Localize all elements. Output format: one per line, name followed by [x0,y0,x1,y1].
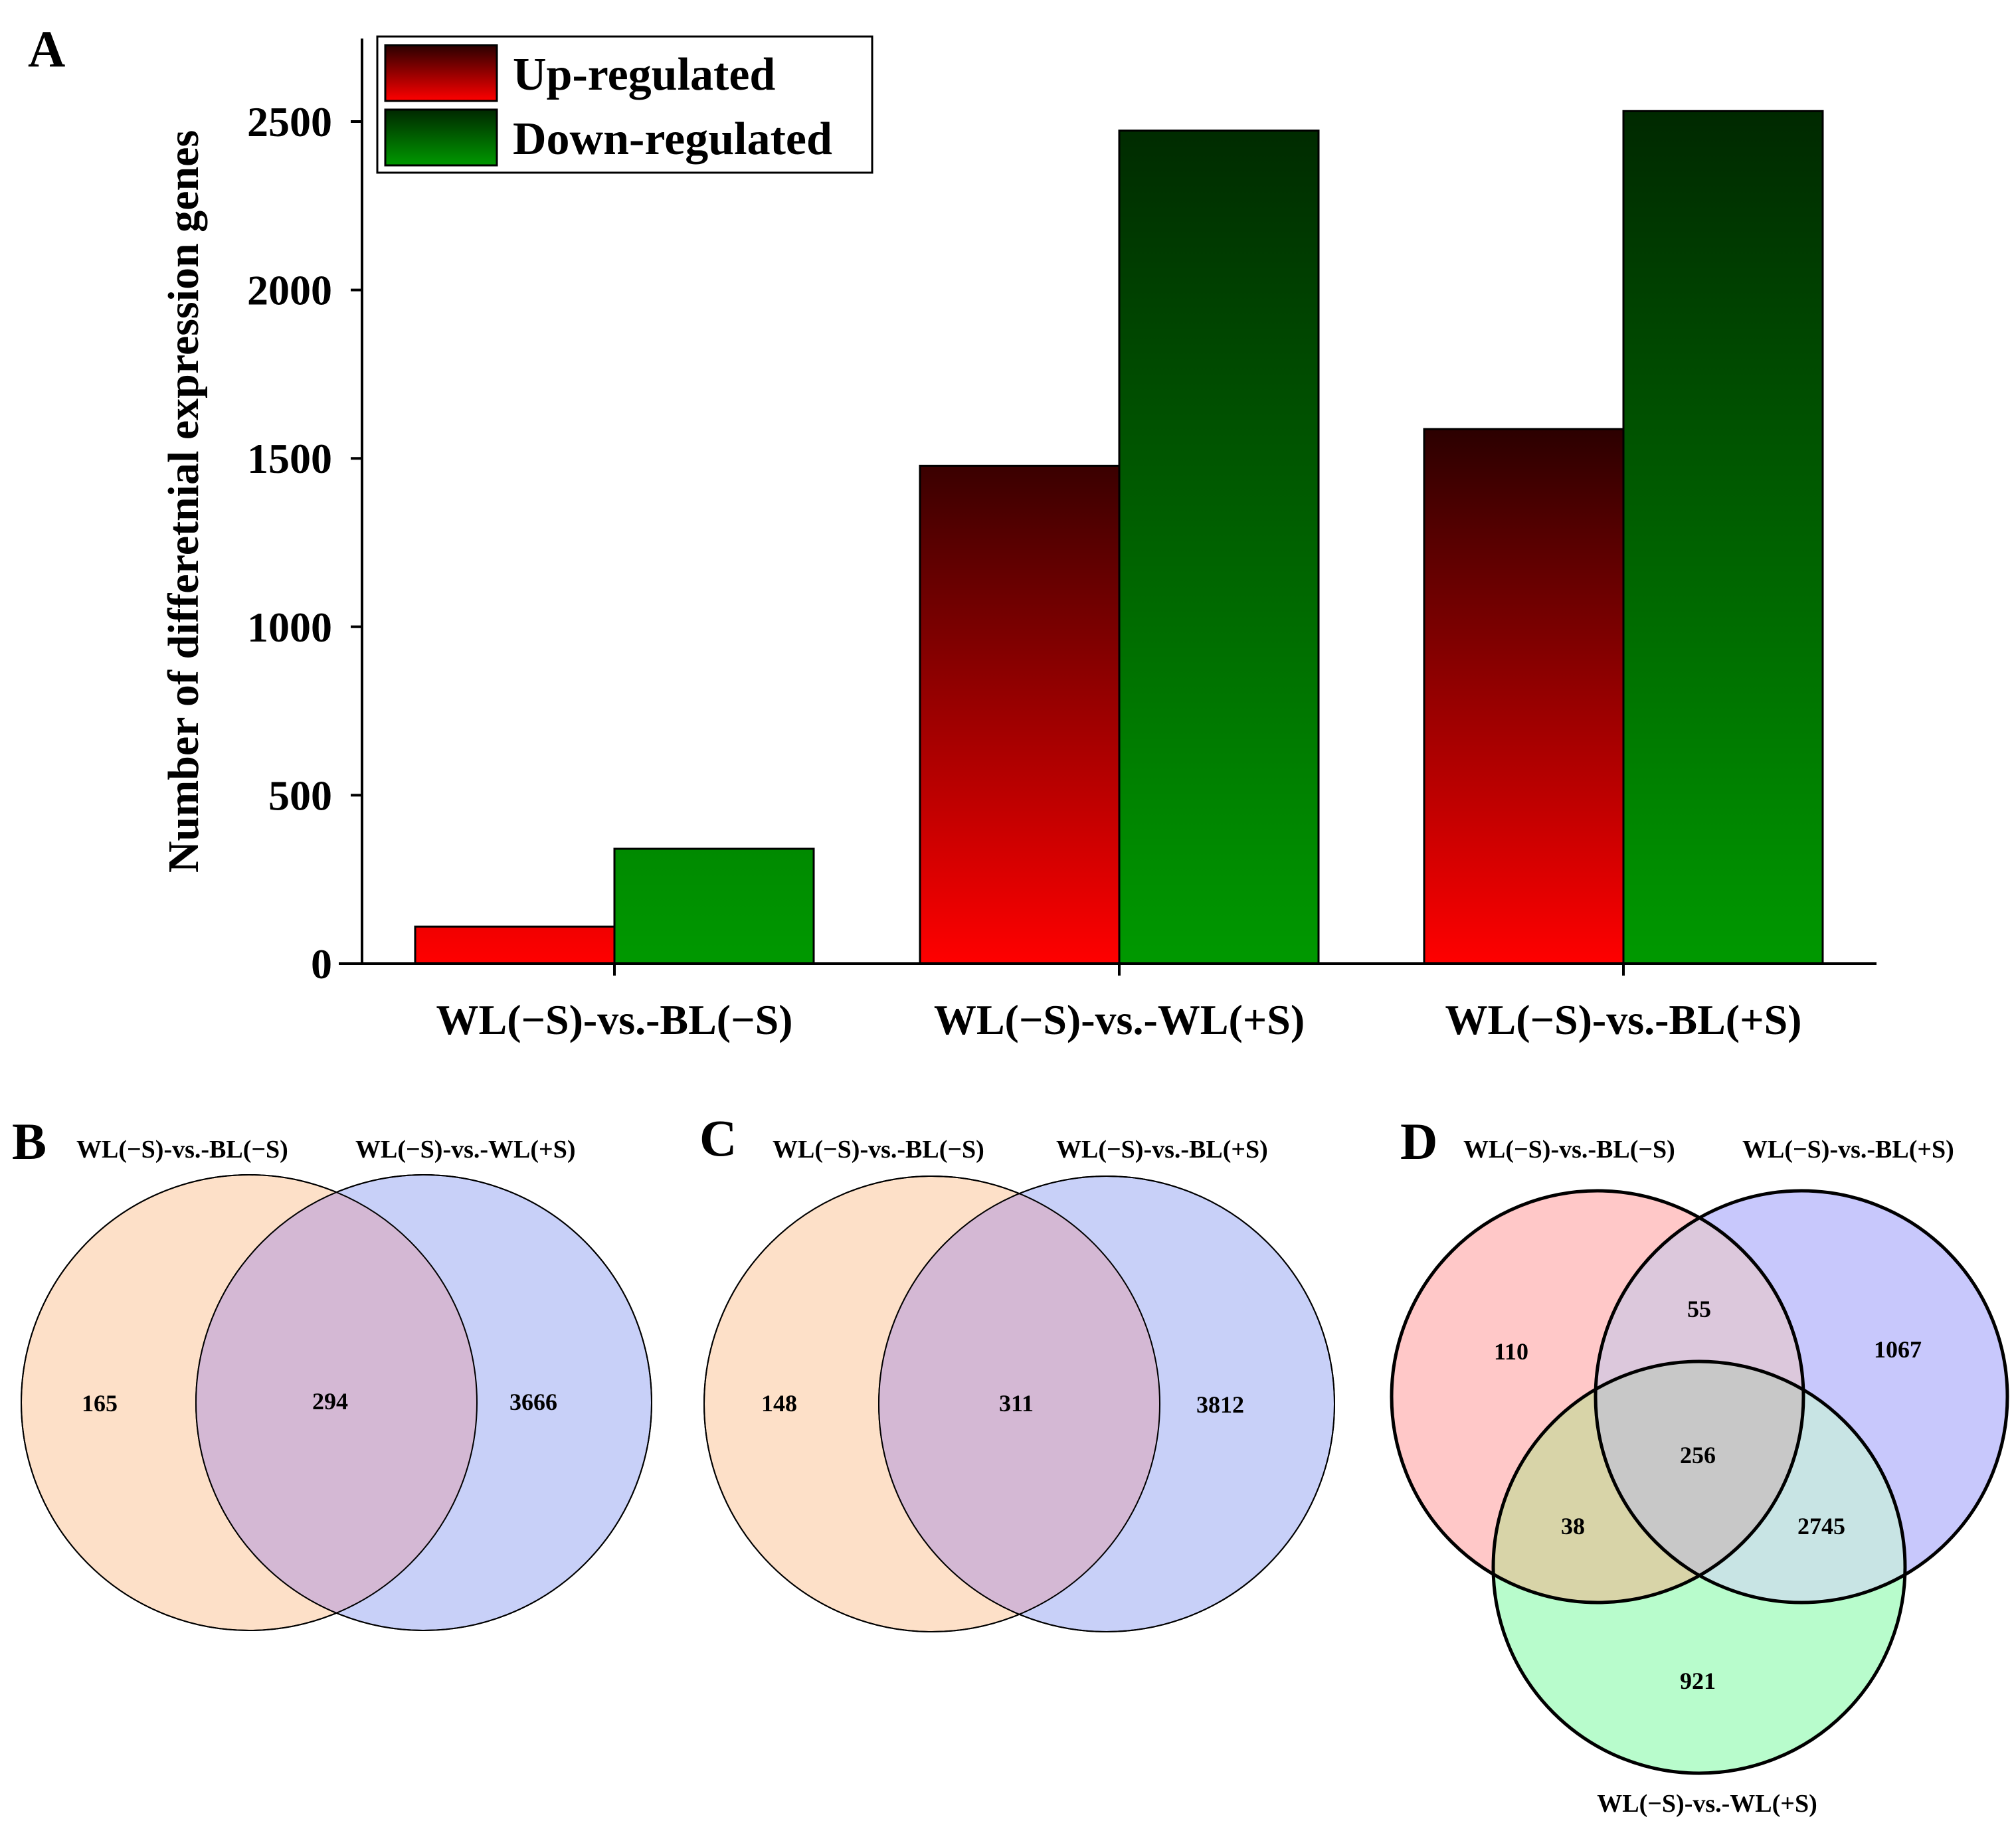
venn-d-count-c: 921 [1680,1668,1716,1694]
venn-d-count-ac: 38 [1561,1513,1585,1539]
venn-d-count-a: 110 [1494,1338,1528,1365]
venn-c-overlap [879,1176,1160,1632]
legend: Up-regulated Down-regulated [376,35,873,174]
y-ticks: 0 500 1000 1500 2000 2500 [247,98,362,988]
bar-down-1 [613,847,815,965]
venn-c-outline-right [878,1175,1335,1632]
venn-b-overlap [196,1175,477,1630]
venn-d-outline-c [1491,1359,1907,1775]
venn-d-outline-a [1390,1189,1805,1605]
venn-b-outline-left [21,1174,478,1631]
venn-c-count-left: 148 [761,1390,797,1417]
y-axis-label: Number of differetnial expression genes [159,130,208,873]
bar-up-3 [1423,428,1625,965]
venn-d-count-b: 1067 [1874,1336,1922,1363]
x-tick-label: WL(−S)-vs.-BL(−S) [436,996,793,1043]
venn-b-count-right: 3666 [509,1389,557,1415]
y-tick-label: 0 [311,940,332,988]
panel-d-letter: D [1400,1112,1437,1170]
venn-d-label-bottom: WL(−S)-vs.-WL(+S) [1597,1790,1817,1818]
bar-up-1 [414,925,616,965]
venn-b-count-overlap: 294 [312,1388,348,1415]
venn-d-outline-b [1594,1189,2009,1605]
bar-down-3 [1622,110,1824,965]
y-tick-label: 2000 [247,267,332,314]
venn-c-count-right: 3812 [1196,1391,1244,1418]
venn-d-count-abc: 256 [1680,1442,1716,1468]
x-tick-label: WL(−S)-vs.-BL(+S) [1445,996,1802,1043]
venn-d-label-top-right: WL(−S)-vs.-BL(+S) [1742,1136,1954,1164]
venn-b-count-left: 165 [82,1390,118,1417]
venn-d [1390,1189,2009,1775]
legend-swatch-up [384,44,498,102]
bar-up-2 [919,464,1121,965]
venn-b-label-left: WL(−S)-vs.-BL(−S) [76,1136,288,1164]
legend-swatch-down [384,108,498,167]
legend-label-down: Down-regulated [513,114,832,165]
bars [414,110,1824,965]
y-tick-label: 1500 [247,435,332,482]
venn-b-label-right: WL(−S)-vs.-WL(+S) [355,1136,575,1164]
venn-b-outline-right [195,1174,652,1631]
y-tick-label: 2500 [247,98,332,145]
y-tick-label: 1000 [247,604,332,651]
venn-d-count-bc: 2745 [1797,1513,1845,1539]
bar-down-2 [1118,130,1320,965]
panel-b-letter: B [12,1112,46,1170]
venn-c-outline-left [703,1175,1160,1632]
venn-c [703,1175,1335,1632]
venn-c-count-overlap: 311 [999,1390,1034,1417]
venn-d-count-ab: 55 [1687,1296,1711,1322]
venn-c-label-left: WL(−S)-vs.-BL(−S) [773,1136,984,1164]
venn-c-label-right: WL(−S)-vs.-BL(+S) [1056,1136,1268,1164]
x-ticks: WL(−S)-vs.-BL(−S) WL(−S)-vs.-WL(+S) WL(−S)… [436,964,1802,1043]
y-tick-label: 500 [268,772,332,819]
venn-b [21,1174,652,1631]
venn-d-label-top-left: WL(−S)-vs.-BL(−S) [1463,1136,1675,1164]
panel-a-letter: A [28,20,65,78]
legend-label-up: Up-regulated [513,49,775,100]
x-tick-label: WL(−S)-vs.-WL(+S) [934,996,1305,1043]
panel-c-letter: C [699,1109,737,1167]
